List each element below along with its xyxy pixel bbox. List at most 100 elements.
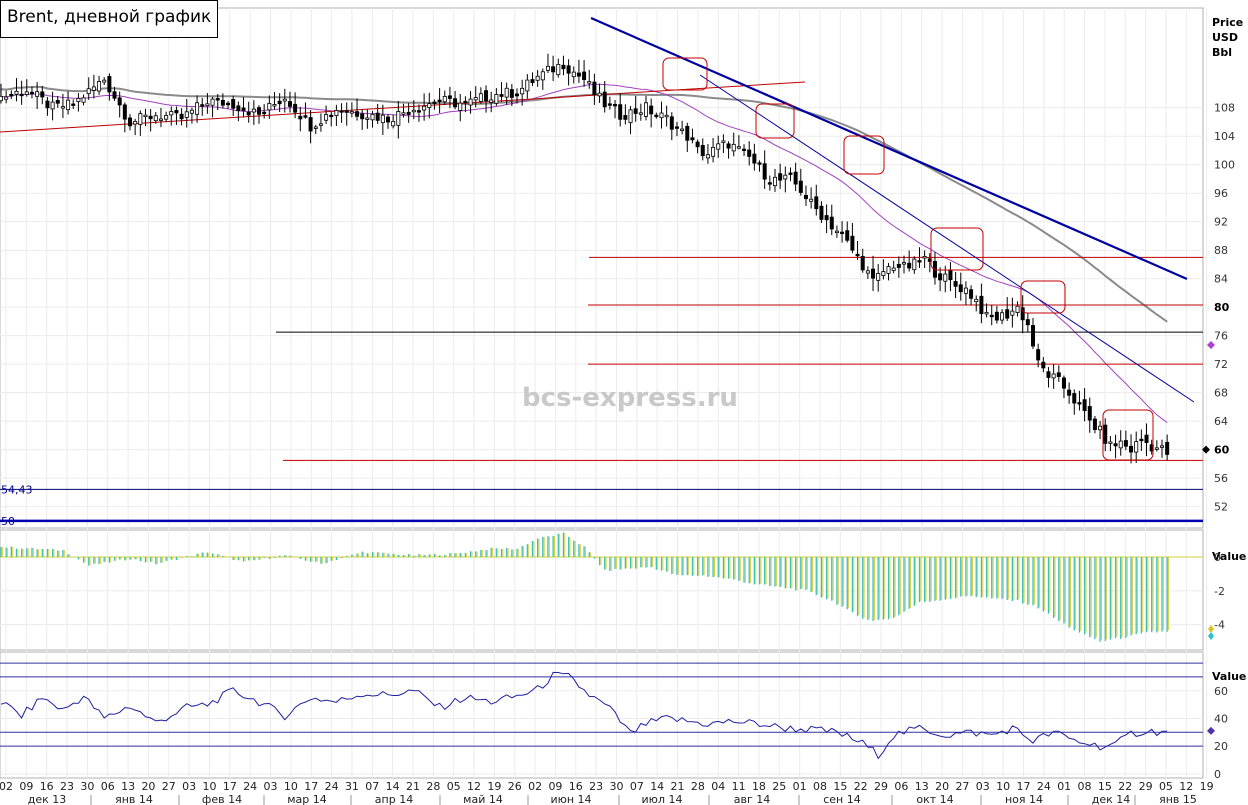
candle-body bbox=[210, 98, 215, 106]
x-tick-label: 16 bbox=[40, 780, 54, 793]
candle-body bbox=[127, 117, 132, 127]
x-tick-label: 10 bbox=[203, 780, 217, 793]
rsi-line bbox=[0, 671, 1168, 760]
x-tick-label: 18 bbox=[752, 780, 766, 793]
candle-body bbox=[1036, 349, 1041, 361]
candle-body bbox=[711, 146, 716, 157]
x-tick-label: 04 bbox=[711, 780, 725, 793]
candle-body bbox=[391, 121, 396, 127]
candle-body bbox=[798, 180, 803, 193]
candle-body bbox=[638, 112, 643, 115]
candle-body bbox=[1092, 418, 1097, 431]
candle-body bbox=[948, 269, 953, 281]
candle-body bbox=[1005, 309, 1010, 319]
candle-body bbox=[169, 111, 174, 116]
price-tick-label: 64 bbox=[1214, 415, 1228, 428]
candle-body bbox=[432, 101, 437, 105]
candle-body bbox=[241, 107, 246, 112]
candle-body bbox=[158, 118, 163, 121]
candle-body bbox=[994, 311, 999, 321]
candle-body bbox=[35, 91, 40, 97]
candle-body bbox=[535, 75, 540, 81]
x-tick-label: 01 bbox=[793, 780, 807, 793]
candle-body bbox=[1051, 373, 1056, 379]
candle-body bbox=[1165, 441, 1170, 455]
candle-body bbox=[148, 115, 153, 120]
candle-body bbox=[1072, 393, 1077, 404]
candle-body bbox=[1129, 445, 1134, 453]
price-tick-label: 80 bbox=[1214, 301, 1230, 314]
candle-body bbox=[1108, 441, 1113, 444]
price-tick-label: 68 bbox=[1214, 387, 1228, 400]
candle-body bbox=[520, 87, 525, 95]
candle-body bbox=[736, 146, 741, 149]
candle-body bbox=[850, 235, 855, 251]
candle-body bbox=[623, 115, 628, 120]
candle-body bbox=[680, 128, 685, 131]
candle-body bbox=[91, 86, 96, 91]
x-tick-label: 17 bbox=[304, 780, 318, 793]
x-tick-label: 02 bbox=[528, 780, 542, 793]
candle-body bbox=[355, 111, 360, 117]
price-tick-label: 56 bbox=[1214, 472, 1228, 485]
month-label: дек 14 bbox=[1092, 793, 1131, 805]
candle-body bbox=[582, 71, 587, 81]
x-tick-label: 17 bbox=[1017, 780, 1031, 793]
month-label: апр 14 bbox=[375, 793, 413, 805]
candle-body bbox=[1031, 325, 1036, 347]
x-tick-label: 05 bbox=[1159, 780, 1173, 793]
watermark-text: bcs-express.ru bbox=[522, 383, 738, 413]
rsi-tick-label: 40 bbox=[1214, 712, 1228, 725]
x-tick-label: 24 bbox=[325, 780, 339, 793]
candle-body bbox=[406, 111, 411, 115]
month-label: ноя 14 bbox=[1005, 793, 1043, 805]
candle-body bbox=[783, 174, 788, 180]
month-label: июл 14 bbox=[642, 793, 683, 805]
x-tick-label: 12 bbox=[1179, 780, 1193, 793]
ma-value-marker bbox=[1207, 341, 1215, 349]
candle-body bbox=[189, 109, 194, 114]
oscillator-axis-label: Value bbox=[1212, 550, 1246, 563]
candle-body bbox=[1000, 312, 1005, 321]
consolidation-box bbox=[930, 227, 984, 271]
candle-body bbox=[277, 100, 282, 105]
candle-body bbox=[721, 140, 726, 143]
consolidation-box bbox=[662, 57, 708, 91]
candle-body bbox=[587, 81, 592, 84]
candle-body bbox=[246, 111, 251, 116]
consolidation-box bbox=[1020, 280, 1066, 314]
candle-body bbox=[287, 101, 292, 107]
candle-body bbox=[370, 113, 375, 121]
x-tick-label: 07 bbox=[630, 780, 644, 793]
candle-body bbox=[437, 99, 442, 102]
candle-body bbox=[375, 112, 380, 121]
candle-body bbox=[220, 99, 225, 106]
x-tick-label: 29 bbox=[1139, 780, 1153, 793]
candle-body bbox=[360, 113, 365, 120]
candle-body bbox=[262, 111, 267, 115]
candle-body bbox=[938, 273, 943, 281]
month-label: мар 14 bbox=[287, 793, 327, 805]
candle-body bbox=[778, 173, 783, 181]
candle-body bbox=[324, 114, 329, 121]
x-tick-label: 29 bbox=[874, 780, 888, 793]
candle-body bbox=[1154, 447, 1159, 450]
candle-body bbox=[133, 121, 138, 125]
consolidation-box bbox=[1102, 409, 1154, 461]
candle-body bbox=[442, 96, 447, 103]
x-tick-label: 15 bbox=[1098, 780, 1112, 793]
oscillator-marker bbox=[1208, 625, 1214, 633]
candle-body bbox=[912, 258, 917, 271]
current-price-marker bbox=[1202, 445, 1210, 454]
candle-body bbox=[664, 114, 669, 118]
candle-body bbox=[757, 162, 762, 165]
candle-body bbox=[726, 143, 731, 149]
candle-body bbox=[1087, 406, 1092, 421]
candle-body bbox=[226, 102, 231, 106]
x-tick-label: 10 bbox=[284, 780, 298, 793]
x-tick-label: 10 bbox=[996, 780, 1010, 793]
x-tick-label: 13 bbox=[121, 780, 135, 793]
x-tick-label: 30 bbox=[80, 780, 94, 793]
candle-body bbox=[809, 198, 814, 202]
candle-body bbox=[396, 111, 401, 126]
